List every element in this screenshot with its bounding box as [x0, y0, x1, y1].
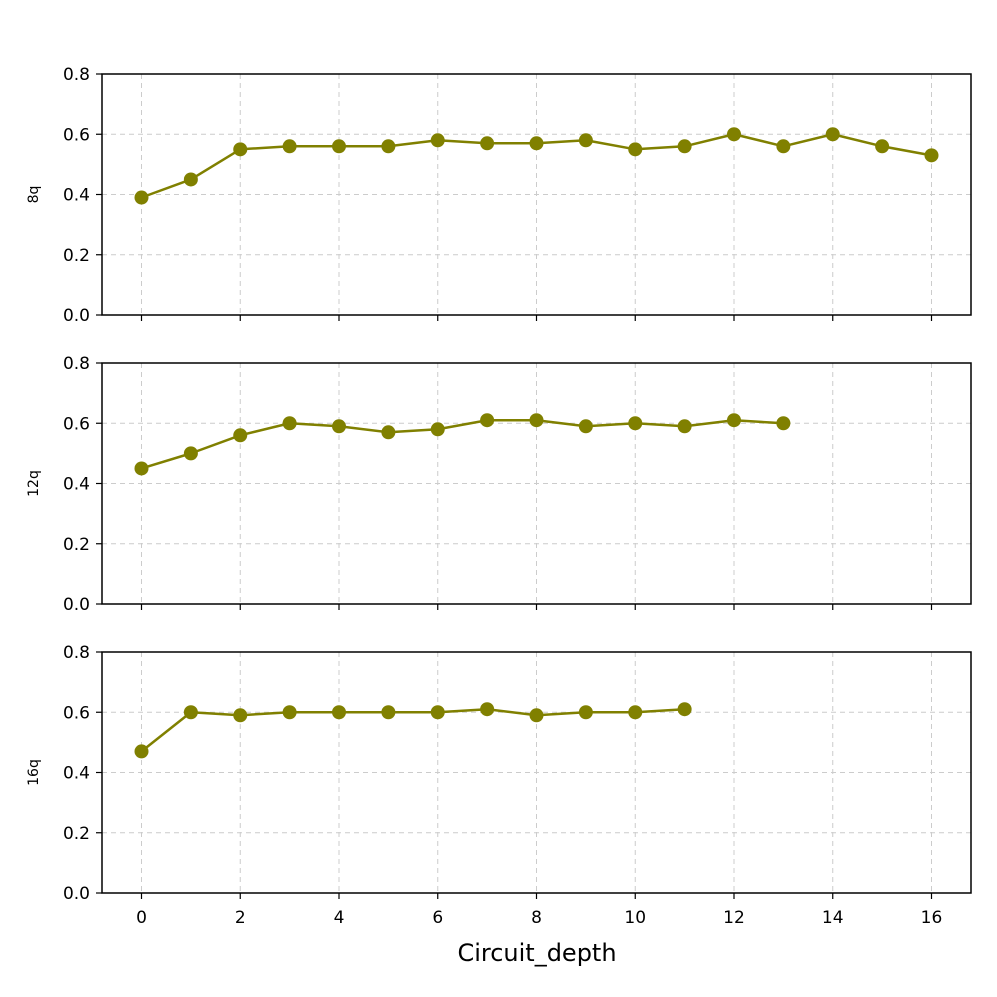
panel-12q: 0.0 0.2 0.4 0.6 0.8 12q [26, 354, 972, 615]
data-point [183, 172, 198, 187]
data-point [233, 708, 248, 723]
data-point [332, 419, 346, 434]
data-point [134, 744, 149, 759]
y-tick-label: 0.8 [63, 354, 90, 374]
data-point [727, 127, 741, 142]
data-point [381, 705, 396, 720]
data-point [430, 133, 445, 148]
y-tick-label: 0.2 [63, 535, 90, 555]
y-tick-label: 0.2 [63, 824, 90, 844]
y-tick-label: 0.4 [63, 764, 90, 784]
data-point [233, 142, 248, 157]
axes-frame [101, 651, 972, 894]
data-point [183, 705, 198, 720]
data-point [628, 142, 643, 157]
y-tick-label: 0.0 [63, 884, 90, 904]
y-axis-label: 8q [26, 186, 42, 204]
x-tick-label: 4 [334, 908, 345, 928]
data-point [381, 425, 396, 440]
x-tick-label: 2 [235, 908, 246, 928]
data-point [578, 133, 593, 148]
y-axis-label: 16q [26, 759, 42, 786]
y-tick-label: 0.4 [63, 186, 90, 206]
data-point [529, 708, 544, 723]
x-axis-label: Circuit_depth [457, 939, 616, 967]
y-tick-label: 0.4 [63, 475, 90, 495]
data-point [529, 413, 544, 428]
panel-8q: 0.0 0.2 0.4 0.6 0.8 8q [26, 65, 972, 326]
data-point [776, 139, 791, 154]
y-tick-label: 0.0 [63, 595, 90, 615]
data-point [677, 139, 692, 154]
data-point [677, 419, 692, 434]
series-line [141, 418, 784, 470]
x-tick-label: 6 [432, 908, 443, 928]
data-point [677, 702, 692, 717]
y-tick-label: 0.8 [63, 643, 90, 663]
x-tick-label: 8 [531, 908, 542, 928]
data-point [430, 705, 445, 720]
data-point [134, 461, 149, 476]
y-tick-label: 0.6 [63, 125, 90, 145]
data-point [430, 422, 445, 437]
data-point [480, 702, 495, 717]
data-point [480, 136, 495, 151]
x-tick-label: 16 [921, 908, 943, 928]
data-point [924, 148, 939, 163]
data-point [332, 705, 346, 720]
x-tick-label: 10 [624, 908, 646, 928]
data-point [628, 416, 643, 431]
data-point [875, 139, 890, 154]
panel-16q: 0 2 4 6 8 10 12 14 16 0.0 0.2 0.4 0.6 0.8 16q [26, 643, 972, 928]
data-point [727, 413, 741, 428]
data-point [578, 705, 593, 720]
axes-frame [101, 362, 972, 605]
axes-frame [101, 73, 972, 316]
data-point [282, 139, 297, 154]
data-point [628, 705, 643, 720]
y-tick-label: 0.6 [63, 414, 90, 434]
data-point [332, 139, 346, 154]
data-point [282, 705, 297, 720]
data-point [776, 416, 791, 431]
data-point [578, 419, 593, 434]
y-axis-label: 12q [26, 470, 42, 497]
data-point [480, 413, 495, 428]
y-tick-label: 0.8 [63, 65, 90, 85]
data-point [282, 416, 297, 431]
series-line [140, 707, 685, 753]
x-tick-label: 12 [723, 908, 745, 928]
x-tick-label: 0 [136, 908, 147, 928]
data-point [529, 136, 544, 151]
data-point [233, 428, 248, 443]
y-tick-label: 0.6 [63, 703, 90, 723]
data-point [183, 446, 198, 461]
y-tick-label: 0.0 [63, 306, 90, 326]
data-point [134, 190, 149, 205]
data-point [381, 139, 396, 154]
y-tick-label: 0.2 [63, 246, 90, 266]
data-point [825, 127, 840, 142]
x-tick-label: 14 [822, 908, 844, 928]
